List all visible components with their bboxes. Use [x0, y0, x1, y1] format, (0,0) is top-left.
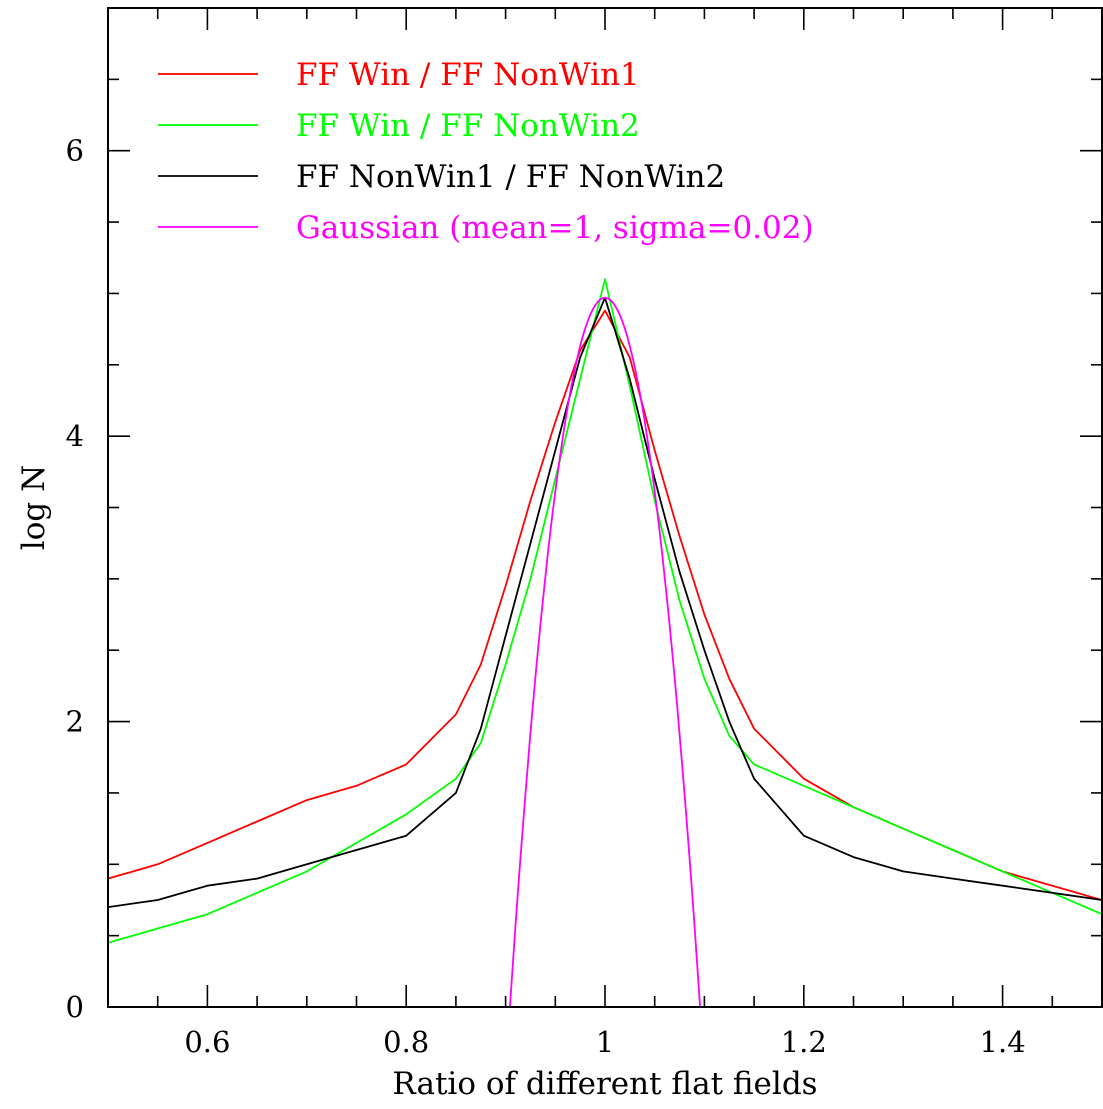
- legend-label: FF Win / FF NonWin1: [296, 57, 640, 93]
- series-line-1: [108, 309, 1102, 901]
- legend-label: FF NonWin1 / FF NonWin2: [296, 159, 725, 195]
- legend-label: Gaussian (mean=1, sigma=0.02): [296, 210, 814, 246]
- x-tick-label: 0.8: [383, 1025, 429, 1059]
- ticks-layer: 0.6 0.8 1 1.2 1.4 0 2 4 6: [66, 7, 1103, 1059]
- series-line-2: [108, 278, 1102, 944]
- y-tick-label: 0: [66, 990, 84, 1024]
- series-layer: [108, 278, 1102, 1007]
- x-tick-label: 1.2: [781, 1025, 827, 1059]
- legend: FF Win / FF NonWin1 FF Win / FF NonWin2 FF…: [158, 57, 814, 246]
- series-line-3: [108, 296, 1102, 908]
- x-axis-label: Ratio of different flat fields: [392, 1066, 817, 1102]
- x-tick-label: 1.4: [980, 1025, 1026, 1059]
- y-tick-label: 2: [66, 705, 84, 739]
- x-tick-label: 1: [596, 1025, 614, 1059]
- x-tick-label: 0.6: [184, 1025, 230, 1059]
- legend-label: FF Win / FF NonWin2: [296, 108, 640, 144]
- y-tick-label: 4: [66, 419, 84, 453]
- y-axis-label: log N: [16, 465, 52, 550]
- y-tick-label: 6: [66, 134, 84, 168]
- plot-frame: [107, 7, 1103, 1008]
- series-line-4: [509, 296, 701, 1007]
